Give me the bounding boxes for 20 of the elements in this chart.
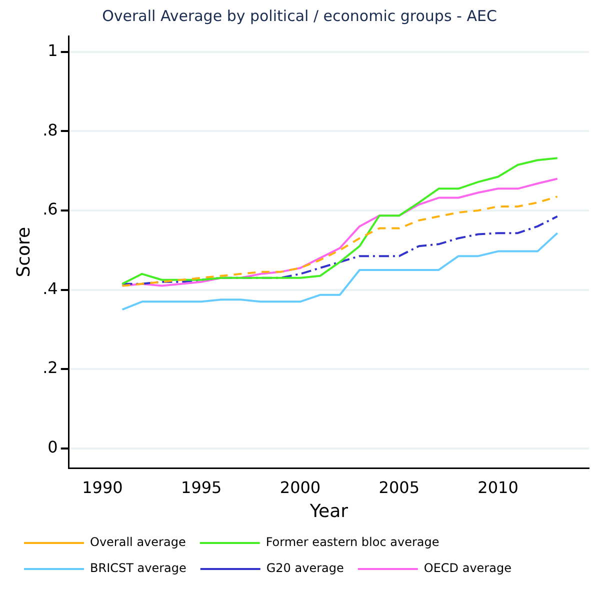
legend-label: BRICST average bbox=[90, 561, 186, 576]
y-tick-label: .8 bbox=[42, 120, 58, 140]
x-tick-label: 2010 bbox=[478, 478, 518, 497]
legend-label: Former eastern bloc average bbox=[266, 535, 440, 550]
y-tick-label: 0 bbox=[48, 438, 58, 457]
y-tick-label: 1 bbox=[48, 41, 58, 60]
y-tick-label: .2 bbox=[42, 358, 58, 378]
y-tick-label: .6 bbox=[42, 200, 58, 219]
legend-label: OECD average bbox=[424, 561, 512, 576]
line-series bbox=[121, 196, 558, 287]
x-tick-label: 1990 bbox=[82, 478, 123, 497]
chart-title: Overall Average by political / economic groups - AEC bbox=[102, 6, 497, 25]
x-axis-title: Year bbox=[308, 500, 349, 522]
x-tick-label: 2005 bbox=[378, 478, 420, 497]
x-tick-label: 1995 bbox=[181, 478, 222, 497]
x-tick-label: 2000 bbox=[280, 478, 321, 497]
legend-label: G20 average bbox=[266, 561, 344, 576]
legend-label: Overall average bbox=[90, 535, 186, 550]
y-axis-title: Score bbox=[13, 226, 34, 278]
y-tick-label: .4 bbox=[42, 278, 58, 298]
